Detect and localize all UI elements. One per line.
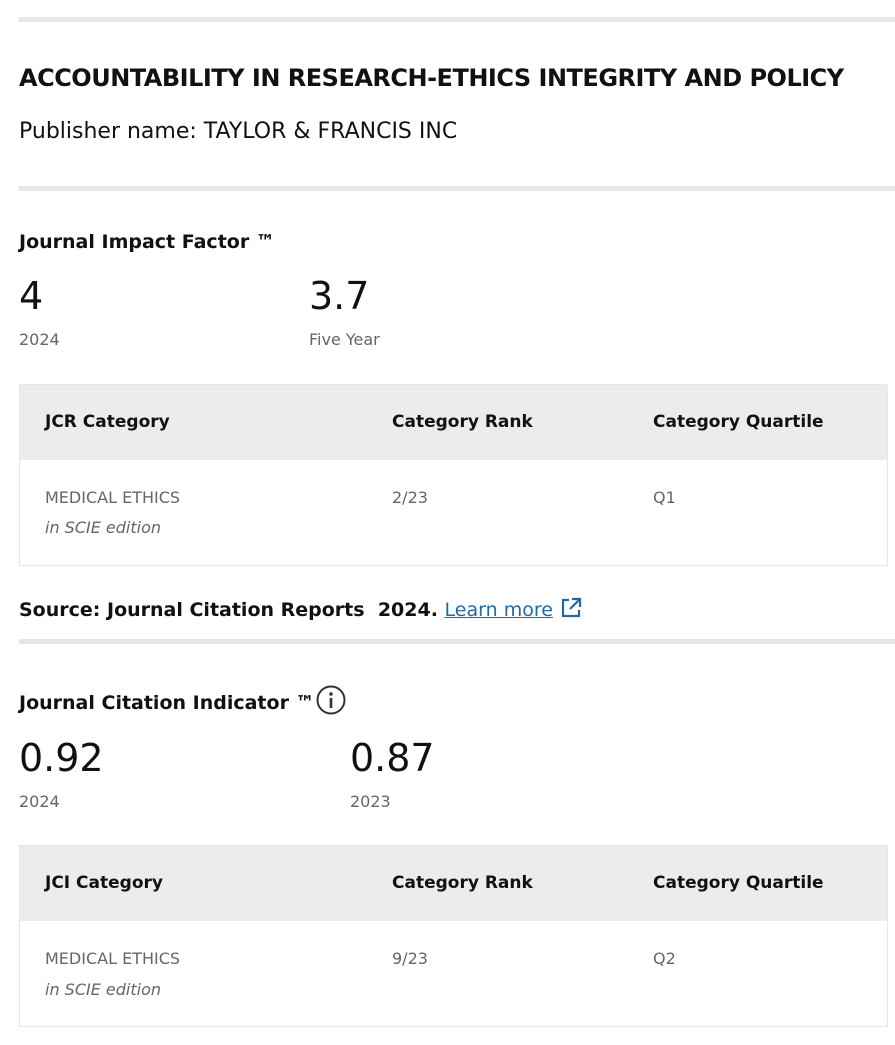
journal-title: ACCOUNTABILITY IN RESEARCH-ETHICS INTEGR… — [19, 64, 844, 92]
table-header: JCR Category Category Rank Category Quar… — [20, 385, 887, 460]
column-header: Category Quartile — [653, 873, 824, 893]
separator — [19, 639, 895, 644]
column-header: Category Quartile — [653, 412, 824, 432]
column-header: Category Rank — [392, 873, 533, 893]
metric-value: 4 — [19, 274, 44, 318]
metric-label: 2024 — [19, 330, 60, 349]
metric-label: 2023 — [350, 792, 391, 811]
category-table: JCR Category Category Rank Category Quar… — [19, 384, 888, 566]
quartile: Q1 — [653, 488, 676, 507]
metric-value: 0.92 — [19, 736, 104, 780]
learn-more-link[interactable]: Learn more — [444, 599, 553, 621]
separator — [19, 17, 895, 22]
publisher-label: Publisher name: — [19, 119, 197, 144]
source: Source: Journal Citation Reports 2024. L… — [19, 597, 582, 621]
external-link-icon[interactable] — [560, 597, 582, 619]
rank: 2/23 — [392, 488, 428, 507]
column-header: JCR Category — [45, 412, 170, 432]
column-header: JCI Category — [45, 873, 163, 893]
section-heading: Journal Impact Factor ™ — [19, 231, 275, 253]
section-heading: Journal Citation Indicator ™ — [19, 692, 315, 714]
category: MEDICAL ETHICS — [45, 949, 181, 968]
category-table: JCI Category Category Rank Category Quar… — [19, 845, 888, 1027]
rank: 9/23 — [392, 949, 428, 968]
edition: in SCIE edition — [45, 980, 162, 999]
publisher-name: TAYLOR & FRANCIS INC — [203, 119, 458, 144]
source-label: Source: Journal Citation Reports — [19, 599, 365, 621]
publisher: Publisher name: TAYLOR & FRANCIS INC — [19, 119, 457, 144]
metric-value: 0.87 — [350, 736, 435, 780]
source-year: 2024. — [377, 599, 438, 621]
metric-label: Five Year — [309, 330, 380, 349]
table-header: JCI Category Category Rank Category Quar… — [20, 846, 887, 921]
separator — [19, 186, 895, 191]
metric-label: 2024 — [19, 792, 60, 811]
column-header: Category Rank — [392, 412, 533, 432]
quartile: Q2 — [653, 949, 676, 968]
edition: in SCIE edition — [45, 518, 162, 537]
category: MEDICAL ETHICS — [45, 488, 181, 507]
metric-value: 3.7 — [309, 274, 370, 318]
info-icon[interactable] — [315, 684, 347, 716]
